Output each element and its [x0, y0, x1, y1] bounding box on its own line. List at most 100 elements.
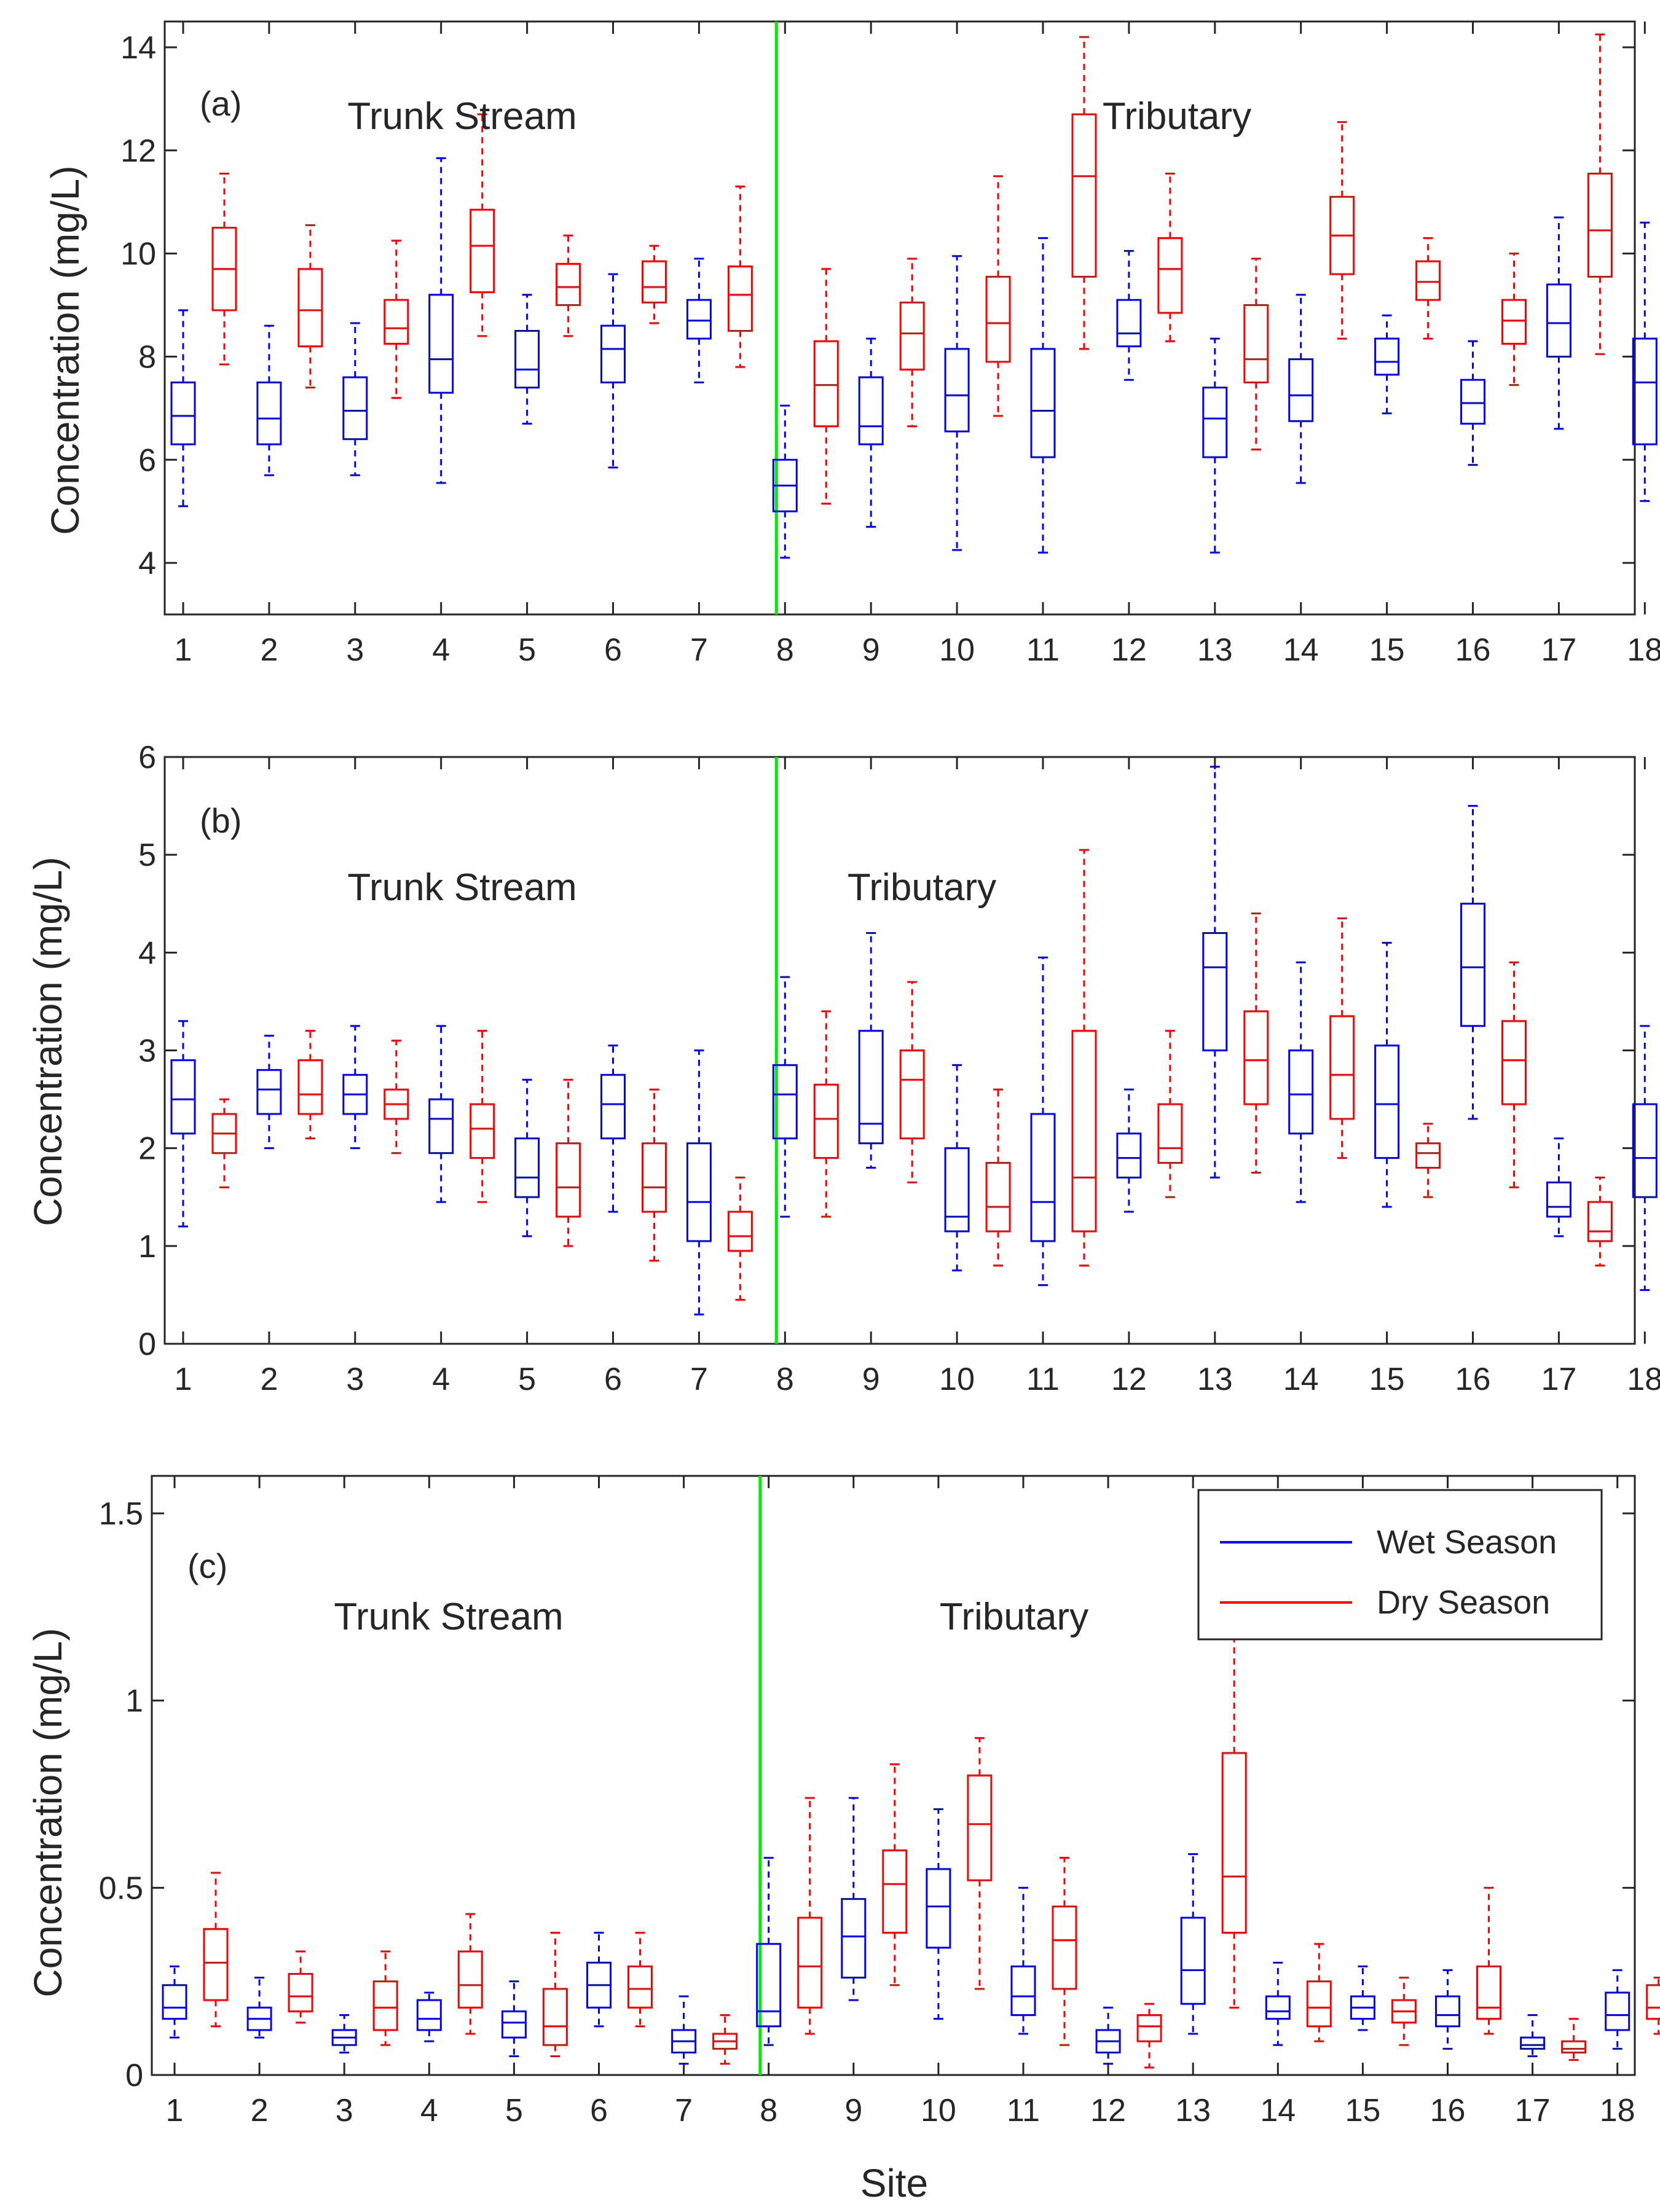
x-axis-label-site: Site	[860, 2161, 928, 2205]
panel-b-x-tick-label: 3	[346, 1362, 364, 1397]
panel-b-y-tick-label: 6	[138, 740, 156, 775]
panel-c-wet-box	[416, 1999, 442, 2031]
panel-b-dry-box	[1501, 1020, 1527, 1105]
panel-b-dry-box	[642, 1142, 667, 1213]
panel-a-x-tick-label: 14	[1283, 632, 1319, 668]
panel-a-y-tick-label: 14	[120, 30, 156, 66]
panel-b-x-tick-label: 8	[776, 1362, 794, 1397]
panel-c-dry-box	[882, 1849, 908, 1934]
panel-b-y-tick-label: 2	[138, 1131, 156, 1167]
panel-a-wet-box	[686, 299, 712, 340]
panel-a-wet-box	[170, 381, 196, 445]
panel-b-y-tick-label: 5	[138, 837, 156, 873]
panel-a-x-tick-label: 6	[604, 632, 622, 668]
panel-a-x-tick-label: 4	[432, 632, 450, 668]
panel-b-dry-box	[1587, 1201, 1613, 1242]
panel-b-y-axis-label: Concentration (mg/L)	[26, 857, 70, 1226]
panel-b-wet-box	[772, 1064, 798, 1140]
panel-a-wet-box	[600, 324, 626, 383]
panel-c-x-tick-label: 3	[336, 2093, 353, 2128]
panel-c-x-tick-label: 1	[166, 2093, 184, 2128]
panel-c-x-tick-label: 17	[1515, 2093, 1551, 2128]
panel-b-wet-box	[1460, 903, 1485, 1027]
legend-box	[1197, 1489, 1603, 1641]
panel-b-y-tick-label: 4	[138, 935, 156, 971]
panel-c-dry-box	[1221, 1752, 1247, 1934]
panel-b-wet-box	[170, 1059, 196, 1135]
panel-a-wet-box	[1288, 358, 1314, 422]
panel-b-wet-box	[686, 1142, 712, 1242]
panel-a-label: (a)	[200, 84, 242, 123]
panel-c-x-tick-label: 12	[1090, 2093, 1126, 2128]
panel-a-x-tick-label: 10	[939, 632, 975, 668]
panel-c-dry-box	[288, 1972, 313, 2012]
panel-b-wet-box	[1632, 1103, 1658, 1198]
panel-a-x-tick-label: 3	[346, 632, 364, 668]
panel-a-frame	[163, 20, 1636, 616]
legend-dry-label: Dry Season	[1377, 1584, 1550, 1621]
panel-b-wet-box	[1030, 1113, 1056, 1242]
panel-b-dry-box	[1329, 1015, 1355, 1120]
panel-b-wet-box	[1546, 1181, 1571, 1218]
panel-b-x-tick-label: 6	[604, 1362, 622, 1397]
panel-a-wet-box	[1202, 386, 1228, 458]
panel-c-x-tick-label: 14	[1260, 2093, 1296, 2128]
panel-c-y-tick-label: 1	[125, 1684, 143, 1719]
panel-b-dry-box	[1071, 1030, 1097, 1233]
panel-b-x-tick-label: 4	[432, 1362, 450, 1397]
panel-c-dry-box	[967, 1775, 993, 1881]
panel-c-wet-box	[1265, 1995, 1291, 2020]
panel-b-dry-box	[813, 1083, 839, 1159]
panel-a-wet-box	[256, 381, 282, 445]
panel-a-dry-box	[642, 260, 667, 304]
panel-b-x-tick-label: 17	[1541, 1362, 1576, 1397]
panel-c-y-tick-label: 0.5	[99, 1870, 143, 1906]
panel-b-dry-box	[470, 1103, 495, 1159]
panel-a-y-tick-label: 4	[138, 546, 156, 581]
panel-b-wet-box	[944, 1147, 970, 1233]
panel-b-wet-box	[428, 1098, 454, 1155]
panel-c: 00.511.51 2 3 4 5 6 7 8 9 10 11 12 13 14 15 16 17 18 (c) …	[26, 1475, 1660, 2205]
panel-b-y-tick-label: 1	[138, 1229, 156, 1265]
panel-b-x-tick-label: 12	[1111, 1362, 1147, 1397]
panel-a-dry-box	[1243, 304, 1269, 383]
panel-b-dry-box	[1415, 1142, 1441, 1169]
panel-a-dry-box	[813, 340, 839, 428]
panel-c-dry-box	[1052, 1905, 1077, 1990]
panel-b-x-tick-label: 13	[1197, 1362, 1233, 1397]
panel-b-dry-box	[727, 1210, 753, 1252]
panel-b-region-tributary: Tributary	[848, 866, 996, 909]
panel-a-x-tick-label: 16	[1455, 632, 1491, 668]
panel-b-x-tick-label: 15	[1369, 1362, 1405, 1397]
panel-a-x-tick-label: 2	[260, 632, 278, 668]
panel-c-y-axis-label: Concentration (mg/L)	[26, 1628, 70, 1997]
panel-b-x-tick-label: 9	[862, 1362, 880, 1397]
panel-c-x-tick-label: 8	[760, 2093, 777, 2128]
panel-c-wet-box	[1180, 1916, 1206, 2005]
panel-a-x-tick-label: 18	[1627, 632, 1660, 668]
panel-b-x-tick-label: 16	[1455, 1362, 1491, 1397]
panel-c-wet-box	[1605, 1991, 1630, 2031]
legend-wet-label: Wet Season	[1377, 1524, 1557, 1561]
panel-c-wet-box	[926, 1868, 951, 1949]
panel-b-wet-box	[600, 1073, 626, 1140]
panel-a-dry-box	[1071, 113, 1097, 278]
panel-a-dry-box	[1157, 237, 1183, 314]
panel-a-wet-box	[1116, 299, 1142, 348]
panel-c-dry-box	[627, 1965, 653, 2009]
panel-c-x-tick-label: 9	[844, 2093, 862, 2128]
panel-a-dry-box	[985, 275, 1011, 363]
panel-c-wet-box	[756, 1943, 782, 2028]
panel-a-x-tick-label: 9	[862, 632, 880, 668]
panel-a-y-tick-label: 10	[120, 237, 156, 272]
panel-c-wet-box	[1010, 1965, 1036, 2016]
panel-a-x-tick-label: 13	[1197, 632, 1233, 668]
panel-c-label: (c)	[187, 1547, 227, 1585]
panel-b-y-tick-label: 3	[138, 1033, 156, 1069]
panel-a-x-tick-label: 12	[1111, 632, 1147, 668]
panel-c-y-tick-label: 1.5	[99, 1496, 143, 1532]
panel-a-wet-box	[1030, 348, 1056, 458]
